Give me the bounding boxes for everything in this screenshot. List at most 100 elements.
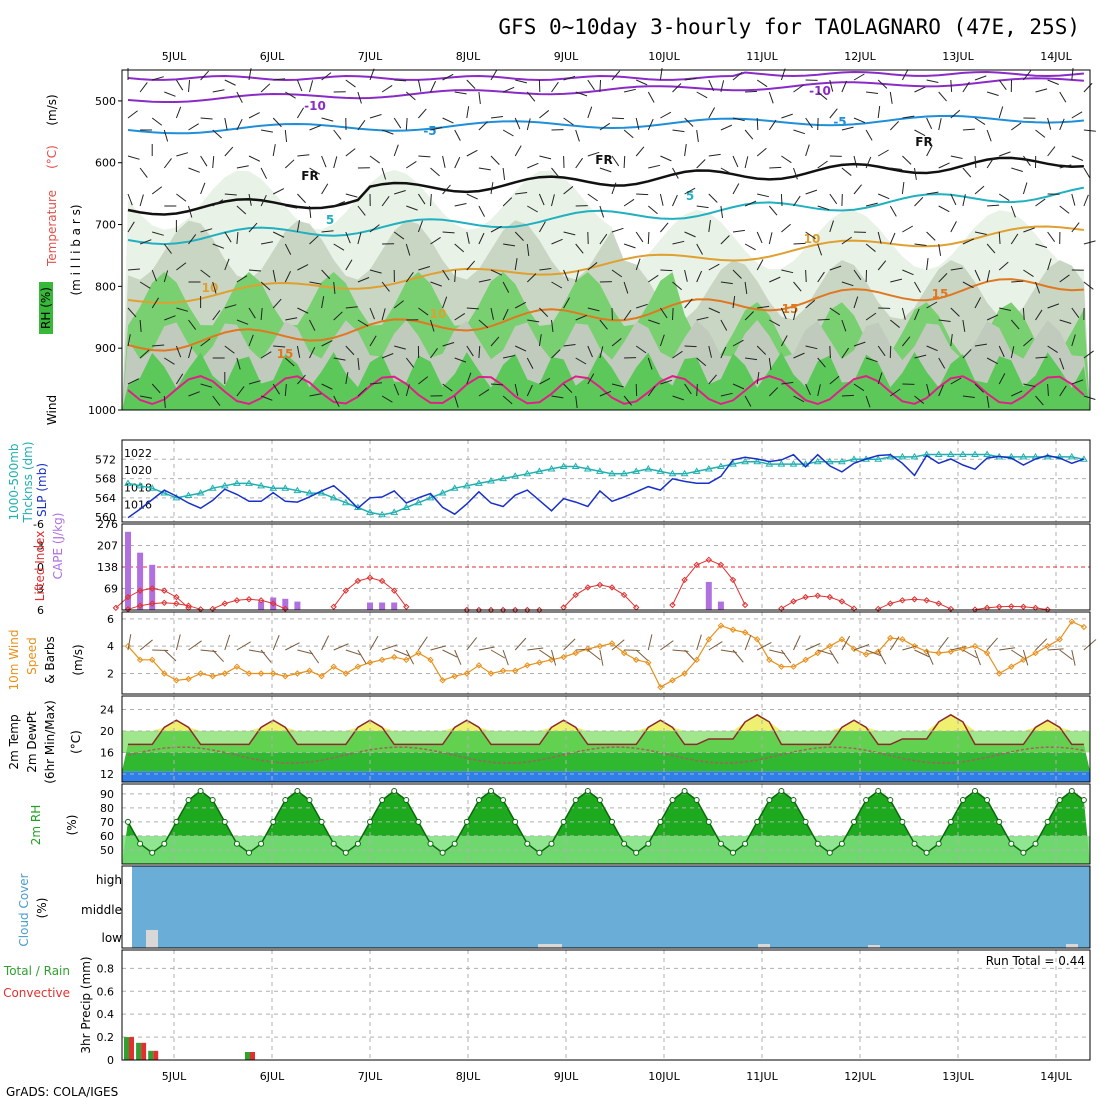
- wind-barb: [490, 69, 498, 81]
- rh-point: [125, 818, 131, 825]
- rh-point: [572, 797, 579, 804]
- thickness-point: [196, 489, 205, 496]
- wind10-point: [161, 670, 168, 677]
- wind-barb: [224, 258, 230, 271]
- wind-barb: [551, 281, 563, 289]
- wind-barb: [974, 343, 987, 347]
- wind-barb: [901, 69, 909, 81]
- wind-barb: [745, 357, 758, 361]
- wind-barb: [551, 81, 559, 93]
- thickness-point: [208, 484, 217, 491]
- precip-total-bar: [148, 1050, 154, 1060]
- wind-barb: [539, 110, 550, 119]
- wind-barb: [889, 232, 896, 245]
- rh-point: [173, 818, 180, 825]
- rh2m-tick-label: 70: [100, 816, 114, 829]
- li-line: [877, 598, 952, 610]
- slp-tick-label: 1016: [124, 499, 152, 512]
- wind-barb: [164, 91, 176, 97]
- thickness-point: [813, 457, 822, 465]
- wind10-point: [185, 675, 192, 683]
- wind-barb: [877, 149, 889, 157]
- wind10-point: [1068, 618, 1076, 625]
- wind-barb: [345, 231, 351, 244]
- wind-barb: [369, 114, 382, 119]
- rh-point: [838, 840, 845, 847]
- wind-barb: [442, 155, 446, 168]
- wind-barb: [696, 316, 709, 321]
- wind-barb: [696, 159, 706, 169]
- wind-barb: [442, 73, 454, 81]
- cape-tick-label: 276: [97, 518, 118, 531]
- pressure-tick-label: 800: [95, 280, 116, 293]
- wind10-barb: [744, 634, 752, 651]
- pressure-tick-label: 1000: [88, 404, 116, 417]
- wind-barb: [430, 127, 443, 131]
- wind-barb: [672, 395, 685, 401]
- wind-barb: [890, 388, 901, 397]
- wind-barb: [502, 355, 515, 359]
- wind-barb: [732, 269, 742, 279]
- rh-point: [463, 818, 470, 825]
- day-label-bottom: 8JUL: [456, 1070, 481, 1083]
- wind-barb: [841, 80, 848, 93]
- wind-barb: [672, 350, 683, 359]
- thickness-point: [704, 464, 713, 472]
- wind-barb: [732, 183, 740, 195]
- wind-barb: [744, 243, 756, 251]
- wind-barb: [297, 264, 309, 271]
- wind-barb: [841, 319, 847, 332]
- wind10-barb: [527, 647, 544, 651]
- li-tick-label: 3: [37, 583, 44, 596]
- wind10-point: [753, 636, 761, 643]
- rh-point: [354, 840, 361, 847]
- wind-barb: [986, 91, 999, 96]
- wind-barb: [708, 193, 718, 203]
- temp2m-tick-label: 24: [100, 703, 114, 716]
- wind-barb: [1059, 164, 1072, 169]
- thickness-point: [753, 457, 762, 465]
- rh-point: [560, 818, 567, 825]
- label-precip-y: 3hr Precip (mm): [79, 956, 93, 1053]
- day-label-top: 5JUL: [162, 50, 187, 63]
- wind-barb: [212, 281, 217, 294]
- wind-barb: [309, 319, 316, 331]
- day-label-top: 8JUL: [456, 50, 481, 63]
- wind-barb: [478, 167, 491, 171]
- wind-barb: [575, 243, 584, 254]
- wind10-barb: [902, 645, 918, 651]
- wind-barb: [926, 383, 930, 396]
- wind-barb: [623, 155, 626, 169]
- contour-label: FR: [595, 153, 612, 167]
- wind-barb: [297, 374, 306, 385]
- rh-point: [391, 788, 398, 795]
- rh-point: [137, 840, 144, 847]
- wind-barb: [805, 299, 816, 309]
- thickness-point: [390, 508, 399, 515]
- wind-barb: [1083, 167, 1091, 179]
- rh-legend-swatch: [39, 282, 53, 334]
- wind-barb: [623, 395, 633, 406]
- wind-barb: [466, 372, 472, 385]
- wind-barb: [466, 260, 476, 271]
- wind-barb: [817, 243, 823, 256]
- wind-barb: [357, 91, 362, 104]
- wind-barb: [200, 155, 208, 167]
- label-minmax: (6hr Min/Max): [43, 700, 57, 784]
- temp2m-tick-label: 16: [100, 746, 114, 759]
- wind-barb: [526, 384, 533, 397]
- wind-barb: [248, 155, 261, 162]
- wind-barb: [551, 349, 561, 359]
- rh-point: [596, 797, 603, 804]
- wind-barb: [538, 193, 545, 206]
- wind-barb: [151, 117, 163, 126]
- wind-barb: [647, 385, 656, 397]
- wind-barb: [1047, 258, 1052, 271]
- wind-barb: [672, 83, 682, 93]
- wind-barb: [454, 243, 465, 253]
- wind-barb: [381, 308, 386, 321]
- li-point: [161, 587, 168, 594]
- li-line: [333, 577, 407, 608]
- wind10-barb: [877, 649, 887, 665]
- wind-barb: [163, 129, 169, 142]
